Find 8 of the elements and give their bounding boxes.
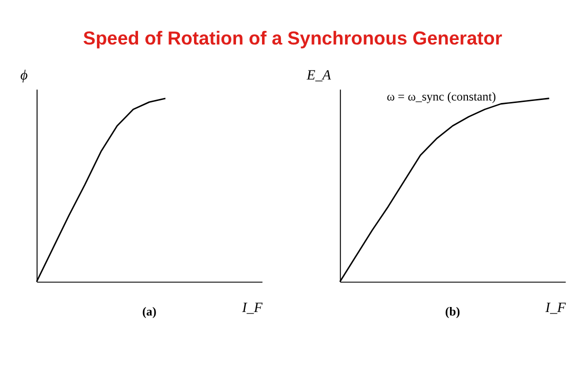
- text: (b): [445, 304, 460, 319]
- chart-title: Speed of Rotation of a Synchronous Generator: [83, 28, 503, 49]
- annotation: ω = ω_sync (constant): [386, 89, 496, 104]
- x-axis-title: I_F: [544, 300, 566, 316]
- y-axis-title: E_A: [306, 67, 332, 84]
- x-axis-title: I_F: [241, 300, 263, 316]
- text: (a): [142, 304, 156, 319]
- y-axis-title: ϕ: [20, 67, 28, 84]
